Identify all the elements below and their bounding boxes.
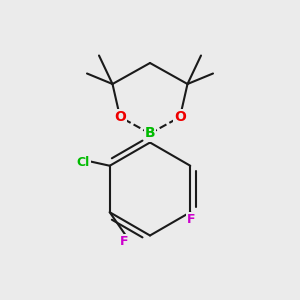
Text: B: B bbox=[145, 127, 155, 140]
Text: O: O bbox=[114, 110, 126, 124]
Text: F: F bbox=[120, 235, 129, 248]
Text: F: F bbox=[187, 213, 196, 226]
Text: Cl: Cl bbox=[77, 155, 90, 169]
Text: O: O bbox=[174, 110, 186, 124]
